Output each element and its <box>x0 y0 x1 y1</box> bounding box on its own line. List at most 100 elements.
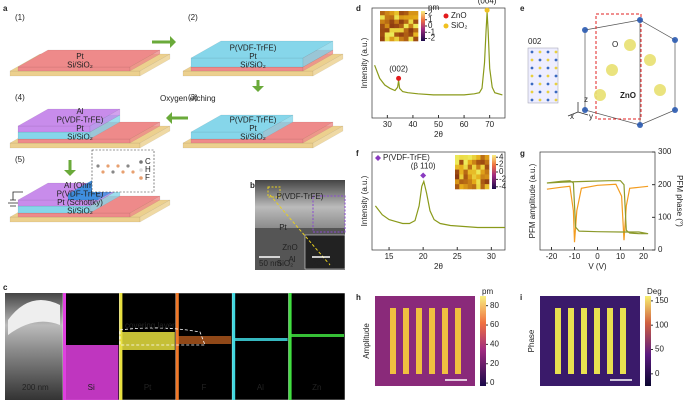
afm-pixel <box>399 23 405 29</box>
atom <box>538 82 542 86</box>
peak-label: (002) <box>389 65 408 74</box>
afm-pixel <box>459 179 464 185</box>
afm-pixel <box>413 28 419 33</box>
legend-label: H <box>145 165 151 174</box>
atom <box>546 90 550 94</box>
afm-pixel <box>455 164 460 170</box>
afm-pixel <box>389 23 395 29</box>
afm-pixel <box>484 184 490 190</box>
afm-pixel <box>455 169 460 175</box>
afm-pixel <box>394 19 400 25</box>
layer-label: Al (Ohm) <box>64 181 96 190</box>
x-tick-label: -10 <box>569 252 581 261</box>
atom <box>126 164 130 168</box>
legend-dot <box>139 176 143 180</box>
atom <box>546 74 550 78</box>
map-stripe <box>455 308 461 374</box>
atom <box>538 90 542 94</box>
colorbar-tick-label: 50 <box>655 345 664 354</box>
afm-pixel <box>463 155 469 161</box>
x-axis-label: 2θ <box>434 262 443 271</box>
afm-pixel <box>459 174 464 180</box>
legend-marker <box>443 13 449 19</box>
element-stripe <box>175 293 179 400</box>
afm-pixel <box>380 28 386 33</box>
peak-marker <box>396 75 402 81</box>
atom <box>111 170 115 174</box>
afm-pixel <box>455 155 460 161</box>
layer-label: Pt (Schottky) <box>57 198 103 207</box>
afm-pixel <box>480 184 486 190</box>
afm-pixel <box>459 164 464 170</box>
atom <box>554 50 558 54</box>
scale-bar-label: 50 nm <box>259 259 282 268</box>
legend-dot <box>139 160 143 164</box>
layer-label: P(VDF-TrFE) <box>57 116 104 125</box>
ground <box>8 191 23 207</box>
plot-frame <box>371 151 506 251</box>
afm-pixel <box>380 36 386 42</box>
step-number: (2) <box>188 13 198 22</box>
x-tick-label: 0 <box>595 252 600 261</box>
step-number: (3) <box>188 93 198 102</box>
afm-pixel <box>480 169 486 175</box>
y2-tick-label: 0 <box>658 245 663 254</box>
afm-pixel <box>455 179 460 185</box>
atom <box>554 74 558 78</box>
atom <box>538 98 542 102</box>
atom <box>644 54 656 66</box>
data-line <box>546 180 649 235</box>
atom <box>554 58 558 62</box>
atom <box>546 58 550 62</box>
afm-pixel <box>467 174 473 180</box>
panel-label: e <box>520 4 525 13</box>
atom <box>637 17 643 23</box>
colorbar-tick-label: 2 <box>428 9 433 18</box>
atom <box>546 82 550 86</box>
layer-label: Si/SiO₂ <box>240 61 266 70</box>
afm-pixel <box>408 36 414 42</box>
legend-dot <box>139 168 143 172</box>
map-axis-label: Phase <box>527 329 536 352</box>
afm-pixel <box>463 179 469 185</box>
map-stripe <box>390 308 396 374</box>
afm-pixel <box>476 184 481 190</box>
crystal-label: x <box>570 112 574 121</box>
step-number: (4) <box>15 93 25 102</box>
layer-label: P(VDF-TrFE) <box>230 44 277 53</box>
colorbar-tick-label: 100 <box>655 320 669 329</box>
afm-pixel <box>459 184 464 190</box>
map-stripe <box>568 308 574 374</box>
element-stripe <box>119 293 123 400</box>
legend-label: ZnO <box>451 11 467 20</box>
afm-pixel <box>467 184 473 190</box>
crystal-label: 002 <box>528 37 542 46</box>
layer-label: P(VDF-TrFE) <box>230 116 277 125</box>
layer-label: Pt <box>76 52 84 61</box>
atom <box>546 50 550 54</box>
afm-pixel <box>408 15 414 20</box>
y2-tick-label: 300 <box>658 147 672 156</box>
afm-pixel <box>408 11 414 16</box>
crystal-label: ZnO <box>620 91 636 100</box>
afm-pixel <box>472 164 477 170</box>
atom <box>546 98 550 102</box>
panel-label: a <box>3 4 8 13</box>
x-tick-label: 20 <box>639 252 648 261</box>
layer-side <box>129 195 161 218</box>
cell-outline <box>595 13 642 120</box>
colorbar-tick-label: -1 <box>428 27 436 36</box>
plot-frame <box>539 151 656 251</box>
step-number: (1) <box>15 13 25 22</box>
afm-pixel <box>384 19 390 25</box>
afm-pixel <box>384 32 390 38</box>
layer-side <box>129 49 161 72</box>
layer-label: Pt <box>249 52 257 61</box>
layer-front <box>182 70 314 77</box>
afm-pixel <box>394 28 400 33</box>
afm-pixel <box>484 159 490 166</box>
layer-label: Si/SiO₂ <box>67 207 93 216</box>
colorbar <box>645 296 651 386</box>
map-stripe <box>607 308 613 374</box>
atom <box>530 66 534 70</box>
